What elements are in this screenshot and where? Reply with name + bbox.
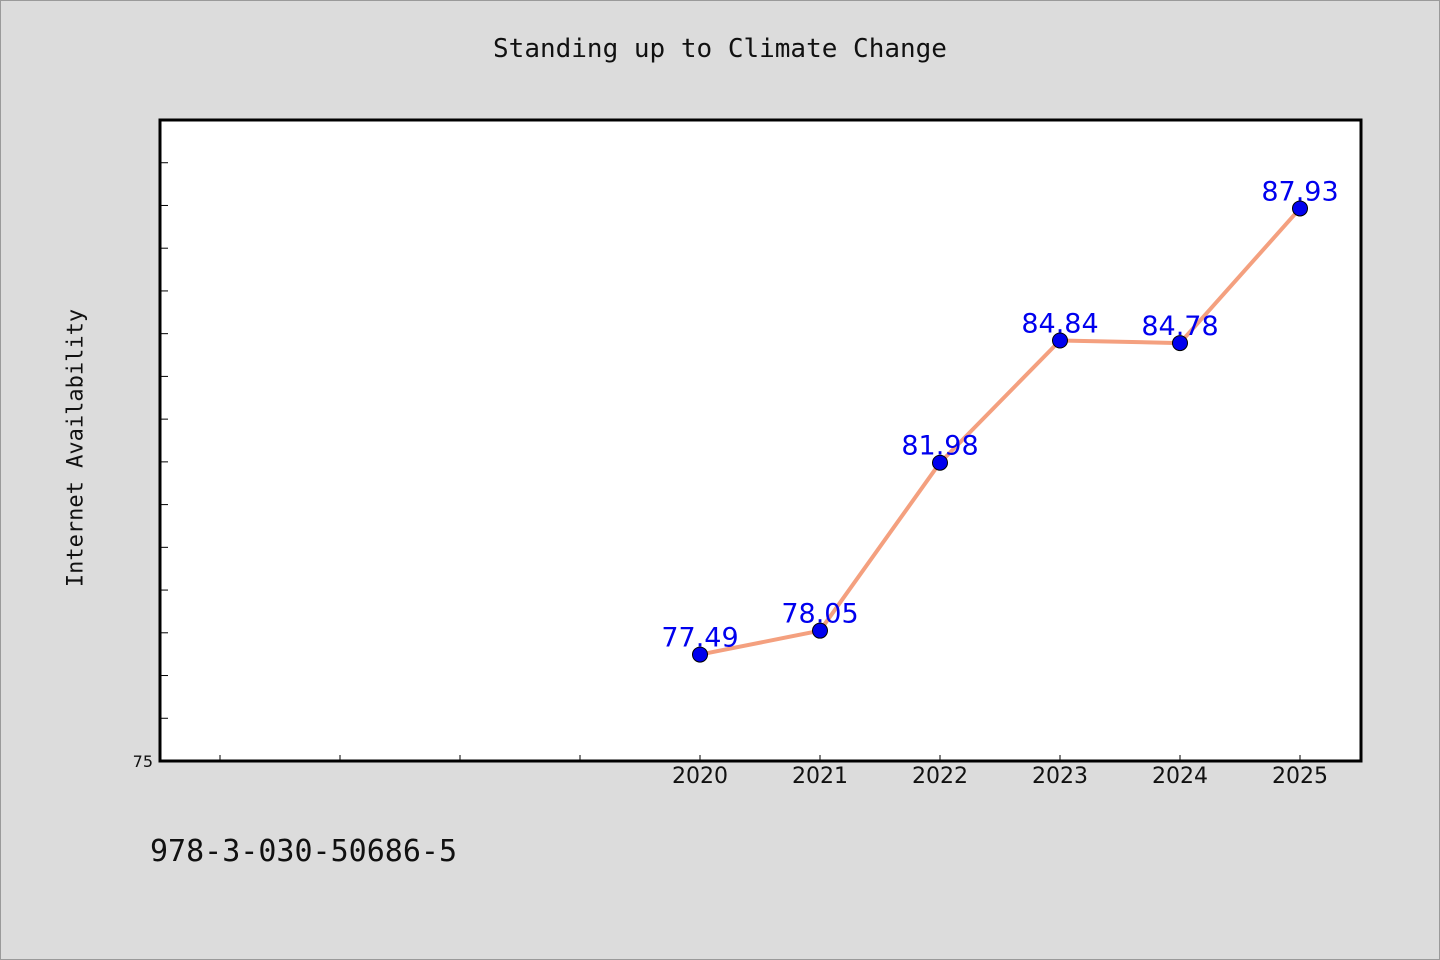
footer-isbn: 978-3-030-50686-5 — [150, 834, 458, 869]
data-point — [1292, 200, 1308, 217]
data-label: 81.98 — [901, 431, 978, 462]
data-labels: 77.49 78.05 81.98 84.84 84.78 87.93 — [661, 176, 1338, 653]
data-label: 84.78 — [1141, 311, 1218, 342]
x-tick-label: 2020 — [672, 764, 728, 789]
x-tick-label: 2024 — [1152, 764, 1208, 789]
data-label: 78.05 — [781, 599, 858, 630]
series-line — [699, 207, 1302, 657]
data-point — [692, 646, 708, 663]
y-tick-label: 75 — [133, 752, 153, 771]
data-label: 84.84 — [1021, 309, 1098, 340]
data-point — [1172, 335, 1188, 352]
x-tick-label: 2022 — [912, 764, 968, 789]
x-tick-label: 2023 — [1032, 764, 1088, 789]
x-tick-label: 2025 — [1272, 764, 1328, 789]
data-point — [812, 622, 828, 639]
x-tick-label: 2021 — [792, 764, 848, 789]
plot-area — [158, 118, 1363, 763]
data-label: 77.49 — [661, 623, 738, 654]
data-label: 87.93 — [1261, 176, 1338, 207]
y-axis-ticks — [160, 119, 168, 719]
x-axis-tick-labels: 2020 2021 2022 2023 2024 2025 — [672, 764, 1328, 789]
data-markers — [692, 200, 1308, 663]
chart-title: Standing up to Climate Change — [493, 34, 947, 64]
data-point — [1052, 332, 1068, 349]
data-point — [932, 454, 948, 471]
y-axis-tick-labels: 75 — [133, 752, 153, 771]
x-axis-ticks — [219, 755, 1301, 761]
